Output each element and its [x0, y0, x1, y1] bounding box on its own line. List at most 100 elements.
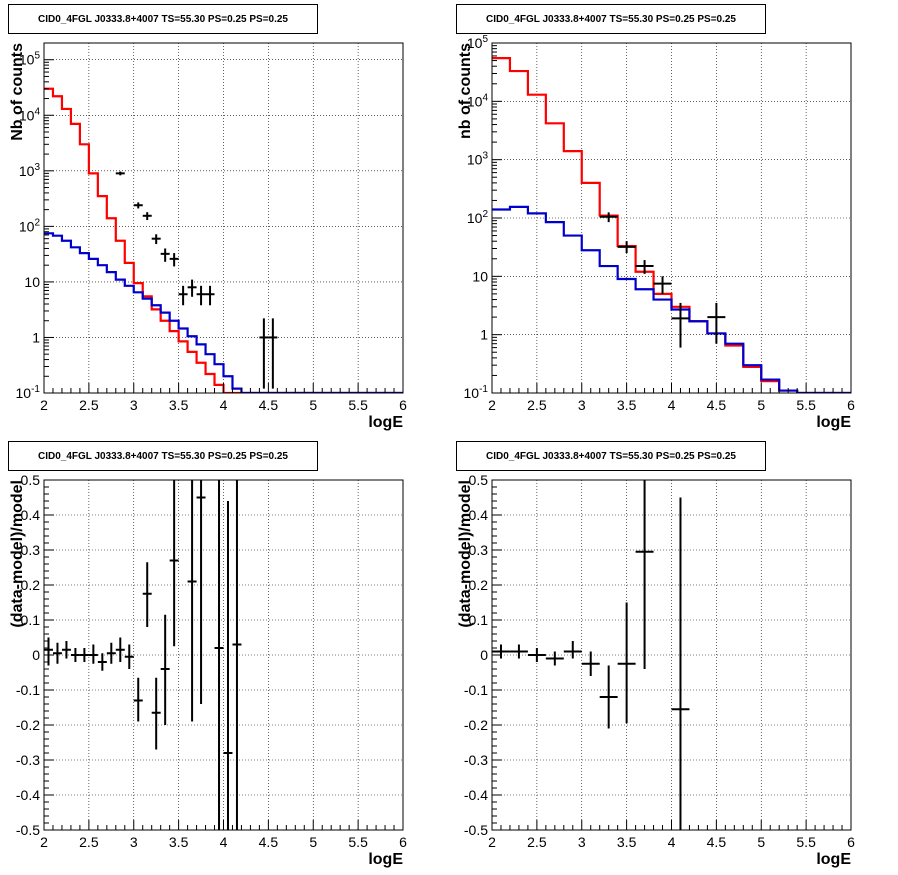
x-tick-label: 3.5	[617, 834, 637, 850]
y-tick-label: 0	[32, 647, 40, 663]
x-axis-label: logE	[368, 414, 403, 431]
histogram-total-model	[492, 57, 851, 393]
x-axis-label: logE	[816, 414, 851, 431]
y-tick-label: -0.2	[464, 717, 488, 733]
x-tick-label: 3.5	[169, 834, 189, 850]
data-point	[268, 318, 278, 389]
y-tick-label: 0.2	[469, 577, 489, 593]
y-tick-label: -0.4	[464, 787, 488, 803]
plot-area	[492, 480, 690, 830]
y-tick-label: 0.3	[21, 542, 41, 558]
data-point	[635, 260, 654, 274]
data-point	[545, 651, 564, 666]
x-tick-label: 2.5	[527, 397, 547, 413]
x-tick-label: 5.5	[348, 397, 368, 413]
panel-top-left: 2 2.5 3 3.5 4 4.5 5 5.5 6 10-1 1 10 102 103 104 105 logE…	[9, 42, 407, 431]
data-point	[169, 253, 179, 267]
x-tick-label: 5	[757, 397, 765, 413]
x-tick-label: 2	[488, 834, 496, 850]
data-point	[599, 665, 618, 729]
data-point	[214, 480, 224, 830]
panel-title-bottom-right: CID0_4FGL J0333.8+4007 TS=55.30 PS=0.25 …	[456, 441, 766, 471]
x-tick-label: 3	[130, 834, 138, 850]
x-tick-label: 3.5	[617, 397, 637, 413]
y-tick-label: 0.5	[469, 472, 489, 488]
data-point	[187, 279, 197, 297]
histogram-component	[492, 205, 851, 393]
y-axis-label: Nb of counts	[9, 43, 26, 141]
data-point	[178, 285, 188, 306]
x-tick-label: 5	[309, 834, 317, 850]
y-axis-label: (data-model)/model	[9, 480, 26, 628]
y-tick-label: 10	[472, 268, 488, 284]
y-tick-label: -0.5	[16, 822, 40, 838]
x-tick-label: 6	[399, 834, 407, 850]
data-point	[492, 644, 510, 659]
y-tick-label: 103	[467, 151, 489, 168]
data-point	[151, 677, 161, 750]
y-tick-label: -0.1	[16, 682, 40, 698]
x-tick-label: 2	[40, 397, 48, 413]
x-tick-label: 2	[40, 834, 48, 850]
x-tick-label: 2.5	[79, 834, 99, 850]
x-tick-label: 4.5	[707, 397, 727, 413]
x-tick-label: 4.5	[259, 397, 279, 413]
y-tick-label: 1	[32, 329, 40, 345]
x-tick-label: 4	[220, 834, 228, 850]
y-tick-label: 10	[24, 274, 40, 290]
x-tick-label: 4.5	[259, 834, 279, 850]
x-tick-label: 6	[847, 834, 855, 850]
data-point	[509, 644, 528, 659]
data-point	[635, 480, 654, 669]
data-point	[653, 276, 672, 294]
x-tick-label: 3	[130, 397, 138, 413]
data-point	[617, 602, 636, 724]
data-point	[61, 641, 71, 659]
data-point	[232, 480, 242, 830]
data-point	[671, 302, 690, 348]
data-point	[133, 677, 143, 722]
data-point	[563, 641, 582, 659]
y-tick-label: 0.3	[469, 542, 489, 558]
data-point	[79, 648, 89, 662]
x-tick-label: 4.5	[707, 834, 727, 850]
y-tick-label: 0.1	[469, 612, 489, 628]
data-point	[223, 501, 233, 830]
y-axis-label: (data-model)/model	[457, 480, 474, 628]
y-tick-label: 0.4	[21, 507, 41, 523]
plot-area	[492, 57, 851, 393]
y-tick-label: -0.1	[464, 682, 488, 698]
y-tick-label: -0.4	[16, 787, 40, 803]
histogram-total-model	[44, 87, 403, 393]
y-tick-label: 10-1	[16, 384, 41, 401]
y-tick-label: 0	[480, 647, 488, 663]
y-tick-label: -0.5	[464, 822, 488, 838]
panel-title-bottom-left: CID0_4FGL J0333.8+4007 TS=55.30 PS=0.25 …	[8, 441, 318, 471]
y-tick-label: 102	[467, 209, 489, 226]
y-tick-label: 0.1	[21, 612, 41, 628]
data-point	[599, 212, 618, 223]
data-point	[160, 614, 170, 725]
y-axis-label: nb of counts	[457, 43, 474, 139]
panel-title-top-right: CID0_4FGL J0333.8+4007 TS=55.30 PS=0.25 …	[456, 4, 766, 34]
x-axis-label: logE	[816, 851, 851, 868]
data-point	[142, 212, 152, 221]
data-point	[707, 302, 726, 344]
data-point	[160, 248, 170, 262]
data-point	[52, 642, 62, 664]
data-point	[196, 285, 206, 306]
data-point	[169, 480, 179, 647]
x-tick-label: 5	[757, 834, 765, 850]
x-tick-label: 6	[399, 397, 407, 413]
data-point	[581, 651, 600, 676]
y-tick-label: 0.2	[21, 577, 41, 593]
panel-bottom-right: 2 2.5 3 3.5 4 4.5 5 5.5 6 -0.5 -0.4 -0.3 -0.2 -0.1 0 0.…	[457, 472, 855, 868]
x-tick-label: 2.5	[527, 834, 547, 850]
y-tick-label: 104	[467, 92, 489, 109]
data-point	[205, 285, 215, 306]
data-point	[617, 241, 636, 254]
data-point	[187, 480, 197, 722]
data-point	[671, 497, 690, 830]
x-tick-label: 5	[309, 397, 317, 413]
